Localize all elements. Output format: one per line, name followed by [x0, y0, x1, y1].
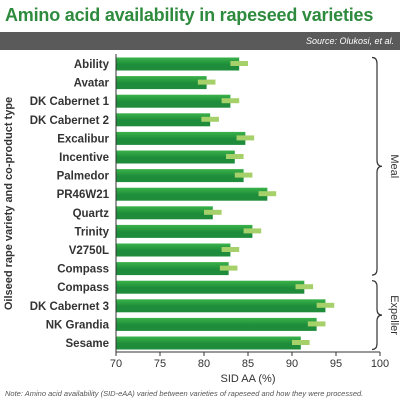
category-label: Trinity	[74, 226, 109, 238]
x-tick-label: 95	[330, 358, 342, 370]
bar	[116, 336, 301, 350]
category-label: V2750L	[69, 245, 109, 257]
error-bar	[295, 284, 314, 290]
x-tick-label: 75	[154, 358, 166, 370]
bars-layer	[116, 57, 335, 350]
x-axis: 70 75 80 85 90 95 100	[110, 54, 389, 370]
category-label: Avatar	[74, 78, 110, 90]
error-bar	[219, 265, 238, 271]
source-text: Source: Olukosi, et al.	[305, 36, 394, 46]
bar-chart: Ability Avatar DK Cabernet 1 DK Cabernet 2 E…	[3, 54, 400, 385]
group-label: Meal	[388, 154, 400, 178]
category-label: DK Cabernet 2	[30, 115, 109, 127]
y-axis-title: Oilseed rape variety and co-product type	[3, 97, 15, 310]
bar	[116, 206, 213, 220]
error-bar	[234, 172, 253, 178]
bar	[116, 169, 244, 183]
bar	[116, 262, 229, 276]
category-label: Palmedor	[57, 171, 110, 183]
category-label: PR46W21	[57, 189, 110, 201]
error-bar	[201, 116, 219, 122]
error-bar	[258, 191, 277, 197]
error-bar	[316, 302, 335, 308]
group-bracket	[371, 56, 383, 276]
x-tick-label: 85	[242, 358, 254, 370]
x-tick-label: 90	[286, 358, 298, 370]
error-bar	[197, 79, 216, 85]
bar	[116, 131, 246, 145]
category-label: NK Grandia	[46, 319, 110, 331]
error-bar	[307, 321, 326, 327]
error-bar	[204, 209, 222, 215]
bar	[116, 243, 231, 257]
category-label: DK Cabernet 3	[30, 301, 109, 313]
group-label: Expeller	[388, 295, 400, 335]
x-tick-label: 100	[371, 358, 389, 370]
category-label: Ability	[74, 59, 110, 71]
bar	[116, 76, 207, 90]
x-tick-label: 80	[198, 358, 210, 370]
x-axis-title: SID AA (%)	[220, 373, 275, 385]
category-label: Compass	[57, 282, 109, 294]
x-tick-label: 70	[110, 358, 122, 370]
category-label: Sesame	[66, 338, 109, 350]
category-label: Quartz	[73, 208, 110, 220]
category-label: Compass	[57, 264, 109, 276]
bar	[116, 113, 211, 127]
error-bar	[292, 340, 310, 345]
bar	[116, 224, 253, 238]
bar	[116, 299, 326, 313]
group-bracket	[371, 280, 383, 351]
footnote: Note: Amino acid availability (SID-eAA) …	[5, 389, 364, 398]
bar	[116, 57, 240, 71]
bar	[116, 94, 231, 108]
error-bar	[236, 135, 255, 141]
error-bar	[230, 61, 248, 66]
bar	[116, 187, 268, 201]
bar	[116, 280, 305, 294]
error-bar	[226, 154, 244, 159]
bar	[116, 317, 317, 331]
category-label: Incentive	[59, 152, 109, 164]
bar	[116, 150, 235, 164]
error-bar	[221, 98, 240, 104]
chart-title: Amino acid availability in rapeseed vari…	[5, 5, 374, 25]
group-brackets: Meal Expeller	[371, 56, 400, 351]
category-labels: Ability Avatar DK Cabernet 1 DK Cabernet 2 E…	[30, 59, 110, 350]
error-bar	[221, 247, 240, 252]
category-label: Excalibur	[57, 133, 109, 145]
source-bar: Source: Olukosi, et al.	[0, 32, 400, 50]
category-label: DK Cabernet 1	[30, 96, 110, 108]
error-bar	[243, 228, 262, 234]
